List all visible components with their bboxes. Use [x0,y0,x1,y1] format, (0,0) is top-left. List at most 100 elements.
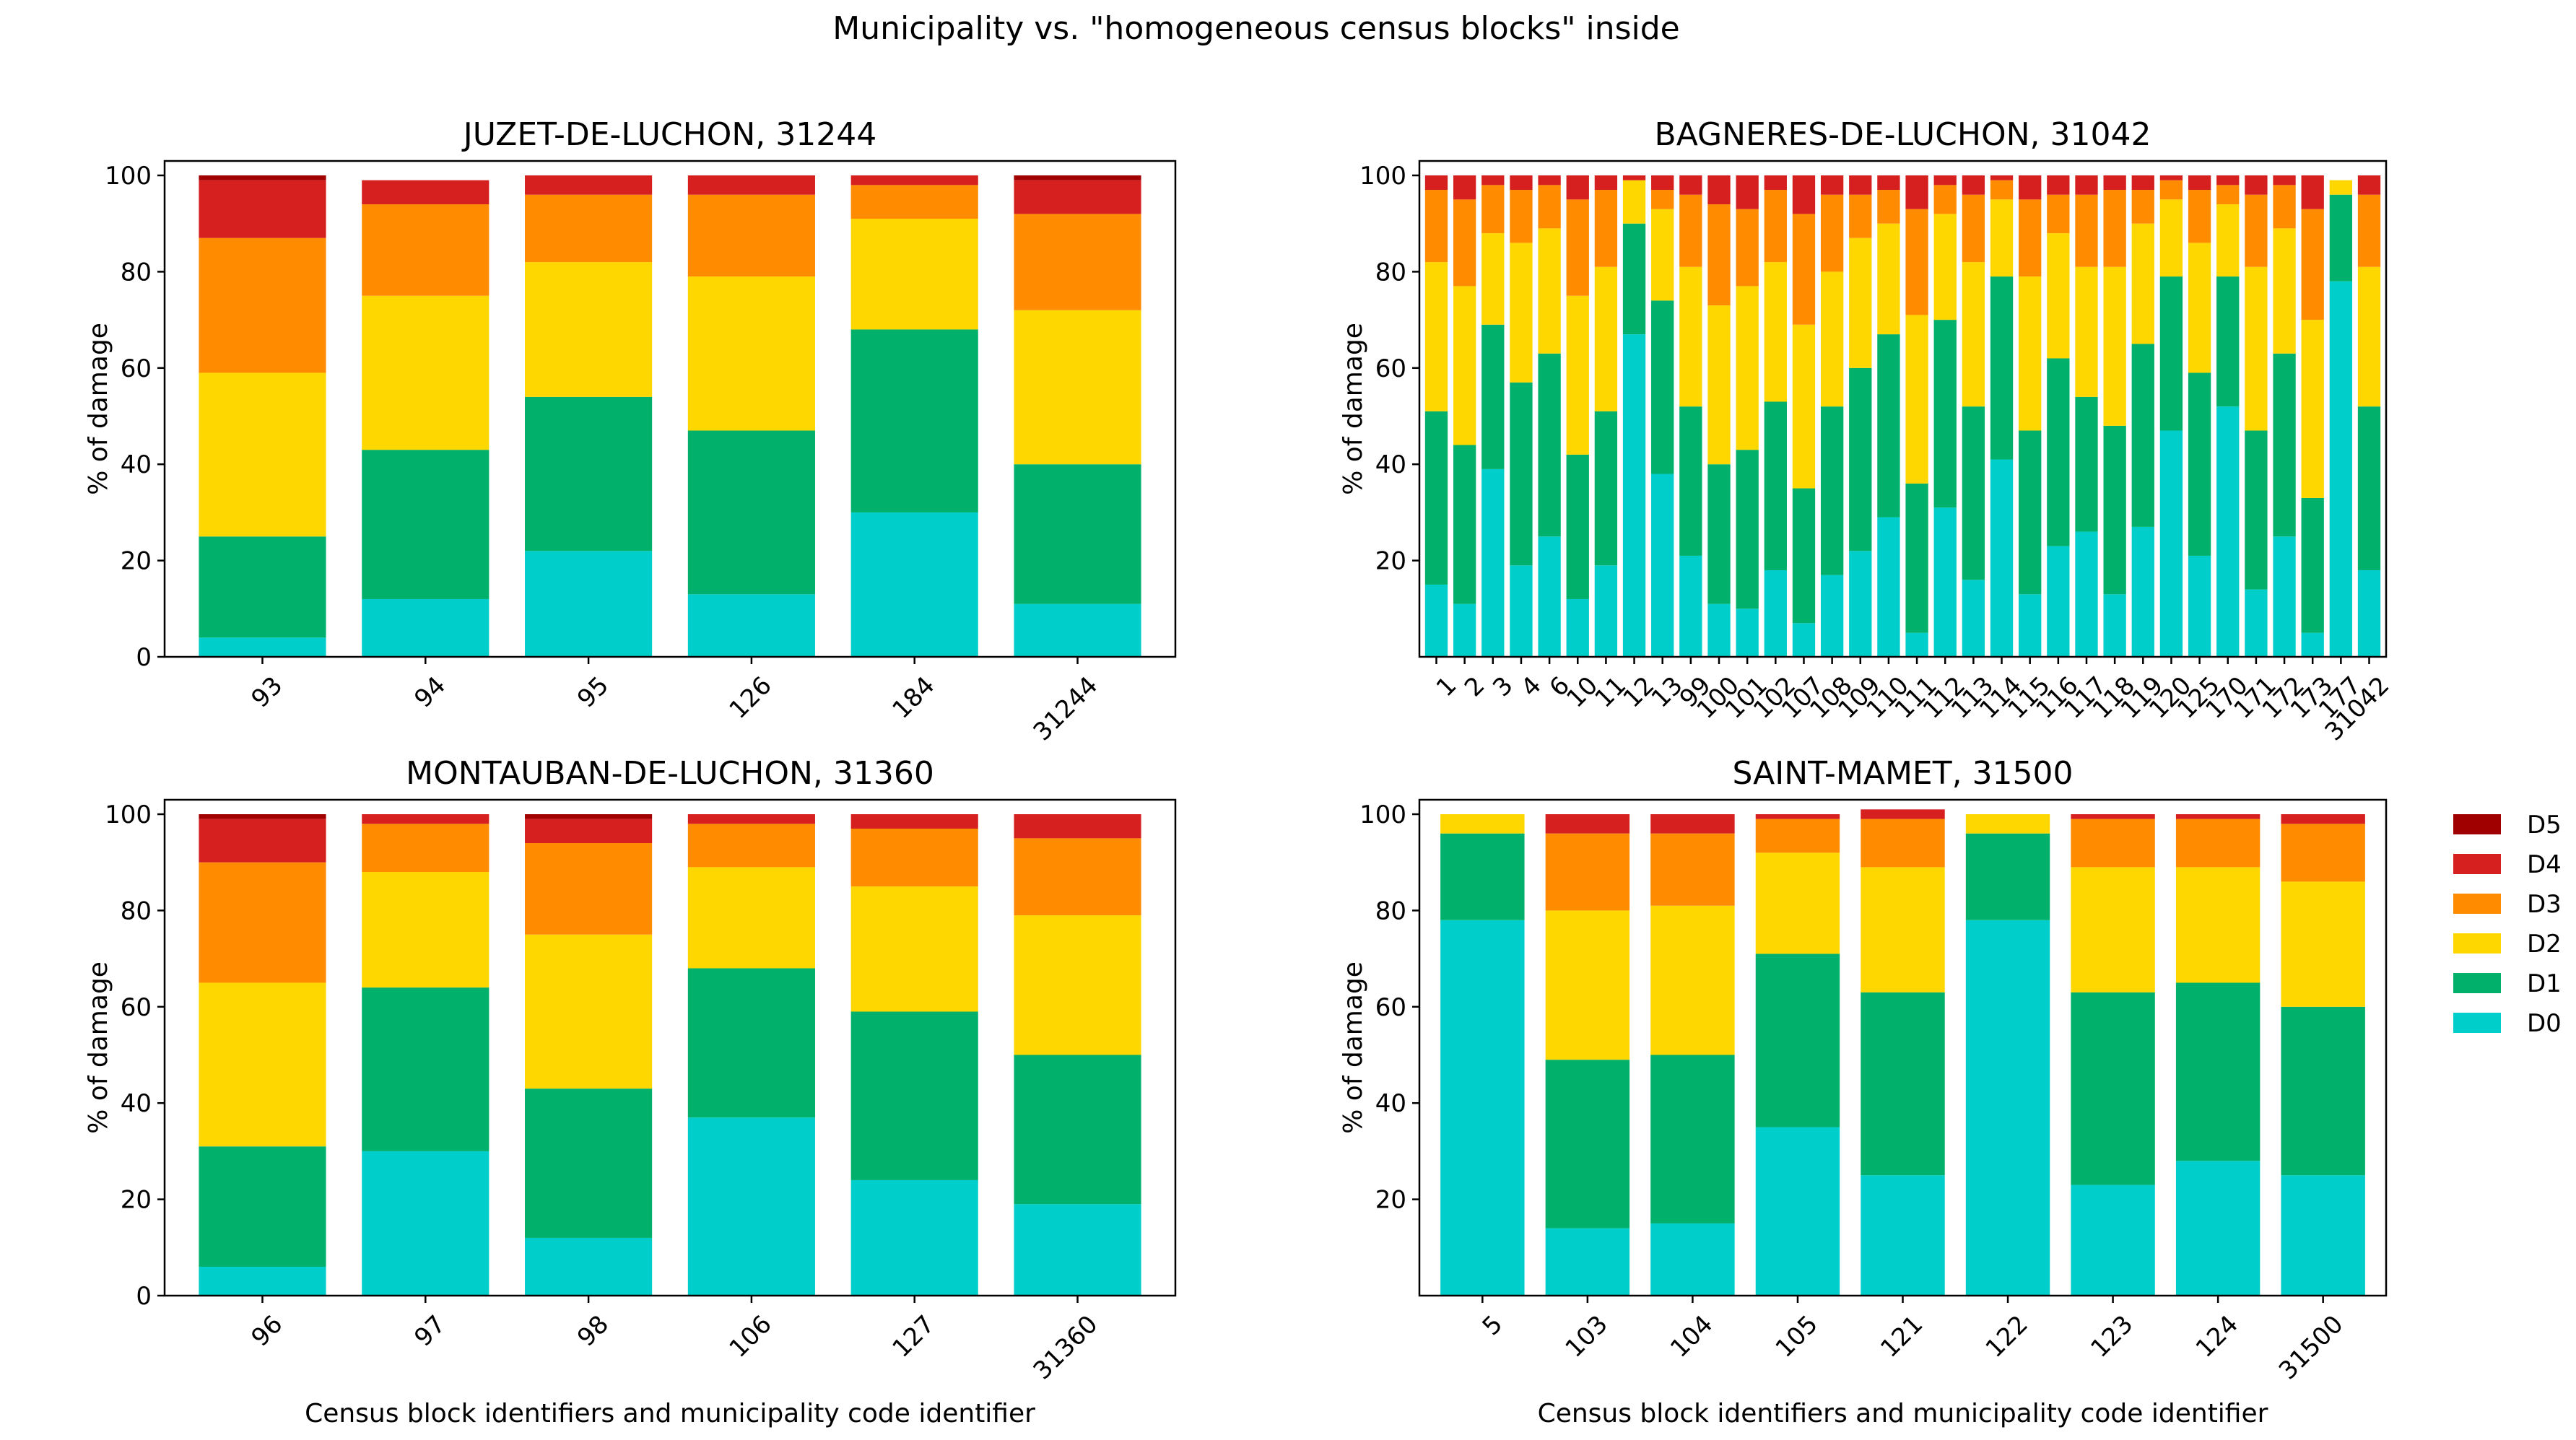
bar-segment-d4-98 [525,819,653,844]
bar-segment-d3-105 [1755,819,1840,853]
bar-segment-d5-98 [525,814,653,819]
chart-panel-bagneres: 2040608010012346101112139910010110210710… [1339,116,2395,746]
bar-segment-d2-170 [2216,204,2240,277]
bar-segment-d3-170 [2216,185,2240,205]
bar-segment-d1-124 [2175,982,2260,1161]
y-tick-label: 20 [1375,1186,1406,1215]
bar-segment-d0-110 [1877,517,1900,657]
legend-label-d5: D5 [2527,811,2562,839]
bar-segment-d3-10 [1566,199,1589,296]
bar-segment-d1-118 [2103,425,2126,595]
bar-segment-d1-113 [1962,406,1985,580]
legend-swatch-d5 [2453,814,2501,834]
bar-segment-d1-10 [1566,454,1589,599]
bar-segment-d3-101 [1736,209,1759,287]
bar-segment-d3-31244 [1014,214,1141,310]
bar-segment-d2-5 [1440,814,1525,834]
bar-segment-d1-1 [1424,411,1448,585]
bar-segment-d4-123 [2071,814,2155,819]
bar-segment-d1-107 [1792,488,1816,624]
bar-segment-d3-172 [2273,185,2296,229]
y-tick-label: 0 [136,643,152,672]
bar-segment-d0-111 [1905,632,1928,657]
bar-segment-d3-115 [2019,199,2042,277]
bar-segment-d2-106 [687,867,815,969]
y-tick-label: 80 [121,258,152,287]
bar-segment-d3-110 [1877,190,1900,224]
bar-segment-d2-103 [1545,910,1630,1060]
bar-segment-d0-96 [199,1266,326,1296]
y-axis-label: % of damage [1339,961,1368,1134]
bar-segment-d1-98 [525,1088,653,1238]
legend: D5 D4 D3 D2 D1 D0 [2453,811,2562,1038]
bar-segment-d4-113 [1962,175,1985,195]
bar-segment-d4-127 [850,814,978,829]
x-tick-label: 126 [724,671,778,725]
bar-segment-d1-31244 [1014,464,1141,604]
bar-segment-d2-112 [1933,214,1957,320]
bar-segment-d2-172 [2273,228,2296,354]
bars [199,814,1141,1296]
legend-label-d3: D3 [2527,890,2562,919]
bar-segment-d4-31042 [2357,175,2381,195]
y-tick-label: 40 [121,1089,152,1118]
bar-segment-d3-31042 [2357,194,2381,267]
bar-segment-d1-117 [2075,396,2098,532]
bar-segment-d3-93 [199,237,326,373]
x-tick-label: 123 [2085,1310,2138,1363]
bar-segment-d2-95 [525,262,653,397]
bar-segment-d0-99 [1679,555,1702,657]
bar-segment-d1-31360 [1014,1055,1141,1205]
bar-segment-d1-97 [362,987,489,1151]
y-tick-label: 60 [121,354,152,383]
legend-swatch-d3 [2453,894,2501,914]
bar-segment-d3-127 [850,829,978,887]
bar-segment-d1-171 [2245,430,2268,590]
bar-segment-d2-184 [850,219,978,330]
plot-frame [163,160,1177,658]
bar-segment-d0-171 [2245,589,2268,657]
bar-segment-d2-113 [1962,262,1985,407]
y-axis-label: % of damage [84,323,113,495]
y-tick-label: 20 [1375,547,1406,576]
x-tick-label: 5 [1477,1310,1509,1342]
y-tick-label: 100 [1359,162,1406,191]
bar-segment-d2-13 [1651,209,1674,301]
y-tick-label: 80 [1375,258,1406,287]
bar-segment-d5-31244 [1014,175,1141,180]
bar-segment-d2-118 [2103,266,2126,426]
bar-segment-d3-109 [1849,194,1872,238]
bar-segment-d4-172 [2273,175,2296,186]
bar-segment-d4-102 [1764,175,1787,191]
bar-segment-d1-106 [687,968,815,1118]
bar-segment-d3-104 [1650,833,1735,906]
bar-segment-d1-13 [1651,300,1674,474]
bar-segment-d3-125 [2188,190,2211,243]
legend-label-d4: D4 [2527,850,2562,879]
x-tick-label: 3 [1487,671,1519,703]
x-tick-label: 121 [1875,1310,1928,1363]
bar-segment-d2-124 [2175,867,2260,983]
bar-segment-d1-173 [2301,497,2324,633]
bar-segment-d4-119 [2131,175,2154,191]
x-tick-label: 105 [1770,1310,1824,1363]
bar-segment-d4-124 [2175,814,2260,819]
bar-segment-d2-108 [1820,271,1844,407]
bar-segment-d4-108 [1820,175,1844,195]
bar-segment-d1-127 [850,1011,978,1180]
bar-segment-d0-11 [1594,565,1618,657]
bar-segment-d0-93 [199,637,326,657]
bar-segment-d2-11 [1594,266,1618,411]
bar-segment-d4-97 [362,814,489,824]
bar-segment-d2-171 [2245,266,2268,431]
bar-segment-d1-104 [1650,1055,1735,1223]
bar-segment-d0-5 [1440,920,1525,1296]
bar-segment-d0-105 [1755,1127,1840,1296]
bar-segment-d1-123 [2071,992,2155,1185]
bar-segment-d4-10 [1566,175,1589,200]
bar-segment-d0-120 [2159,430,2183,657]
bar-segment-d3-31500 [2281,824,2365,882]
bar-segment-d3-184 [850,185,978,219]
bar-segment-d2-99 [1679,266,1702,407]
